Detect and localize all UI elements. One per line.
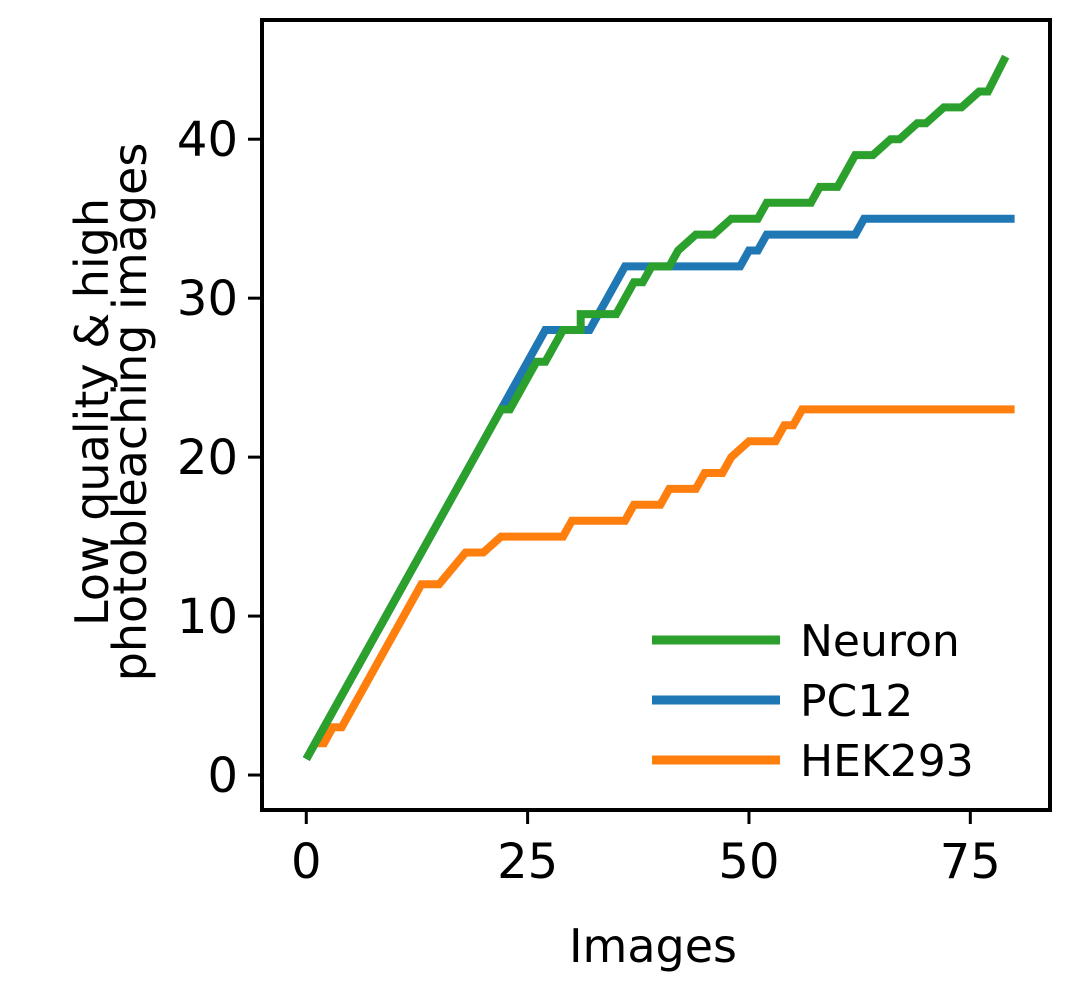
y-tick-label: 10 [177,589,238,645]
legend-label-neuron: Neuron [800,616,960,667]
x-axis-label: Images [569,919,737,973]
y-tick-label: 40 [177,112,238,168]
x-tick-label: 25 [497,834,558,890]
y-axis-label-line-1: Low quality & high [65,198,119,626]
legend-label-hek293: HEK293 [800,736,974,787]
y-tick-label: 30 [177,271,238,327]
y-tick-label: 0 [207,748,238,804]
plot-frame [260,18,1052,812]
series-line-hek293 [315,405,1015,748]
series-line-neuron [302,54,1010,762]
y-tick-label: 20 [177,430,238,486]
series-lines [302,54,1015,762]
legend: Neuron PC12 HEK293 [652,616,974,787]
legend-label-pc12: PC12 [800,676,913,727]
axis-ticks: 0 25 50 75 0 10 20 30 40 [177,112,1001,890]
x-tick-label: 0 [291,834,322,890]
y-axis-label-line-2: photobleaching images [103,143,157,682]
x-tick-label: 50 [718,834,779,890]
x-tick-label: 75 [940,834,1001,890]
series-line-pc12 [302,214,1015,762]
y-axis-label: Low quality & high photobleaching images [65,143,157,682]
